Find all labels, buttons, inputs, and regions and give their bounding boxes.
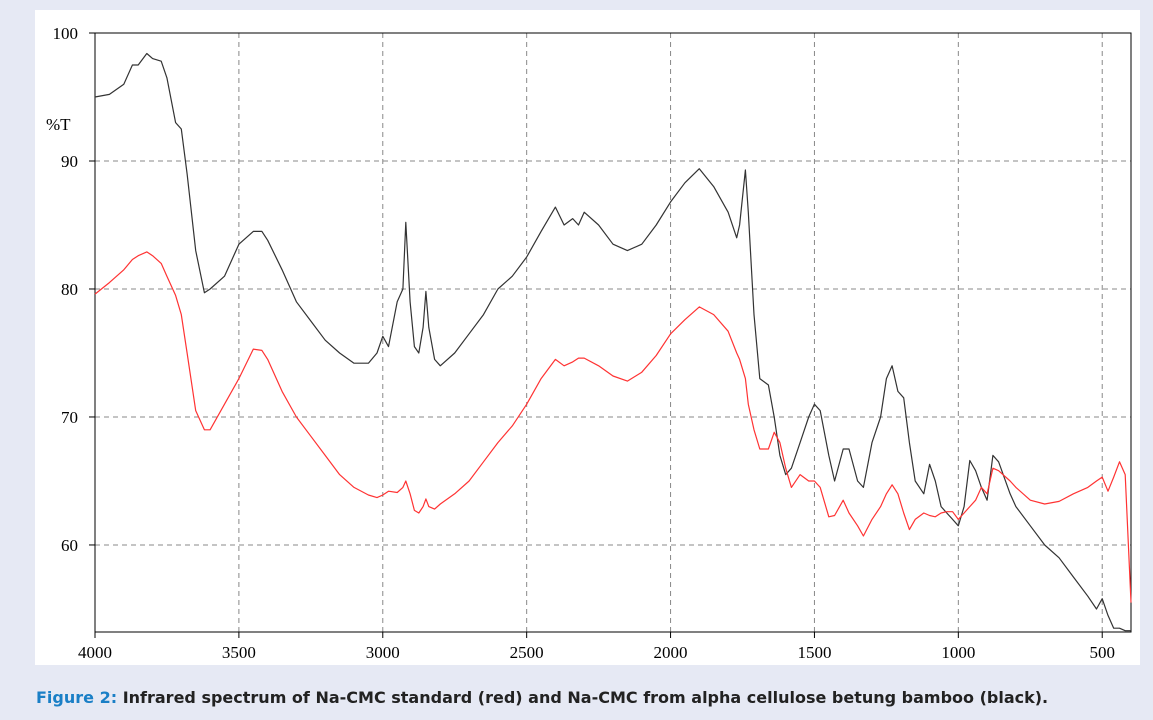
y-tick-label: 100 (53, 24, 79, 43)
x-tick-label: 1000 (941, 643, 975, 662)
x-tick-label: 3500 (222, 643, 256, 662)
spectrum-line (94, 52, 1131, 632)
caption-text: Infrared spectrum of Na-CMC standard (re… (122, 688, 1049, 707)
y-tick-label: 90 (61, 152, 78, 171)
y-tick-label: 70 (61, 408, 78, 427)
x-tick-label: 4000 (78, 643, 112, 662)
y-tick-label: 80 (61, 280, 78, 299)
chart: %T 60 70 80 90 100 4000 3500 3000 2500 2000 1500 10… (35, 10, 1140, 665)
x-tick-label: 2000 (654, 643, 688, 662)
y-tick-label: 60 (61, 536, 78, 555)
plot-frame (94, 32, 1132, 633)
x-tick-label: 2500 (510, 643, 544, 662)
y-axis-label: %T (46, 115, 71, 134)
x-tick-label: 500 (1089, 643, 1115, 662)
figure-panel (35, 10, 1140, 665)
spectrum-line (94, 251, 1132, 603)
caption: Figure 2: Infrared spectrum of Na-CMC st… (36, 688, 1048, 707)
x-tick-label: 1500 (797, 643, 831, 662)
caption-label: Figure 2: (36, 688, 118, 707)
x-tick-label: 3000 (366, 643, 400, 662)
